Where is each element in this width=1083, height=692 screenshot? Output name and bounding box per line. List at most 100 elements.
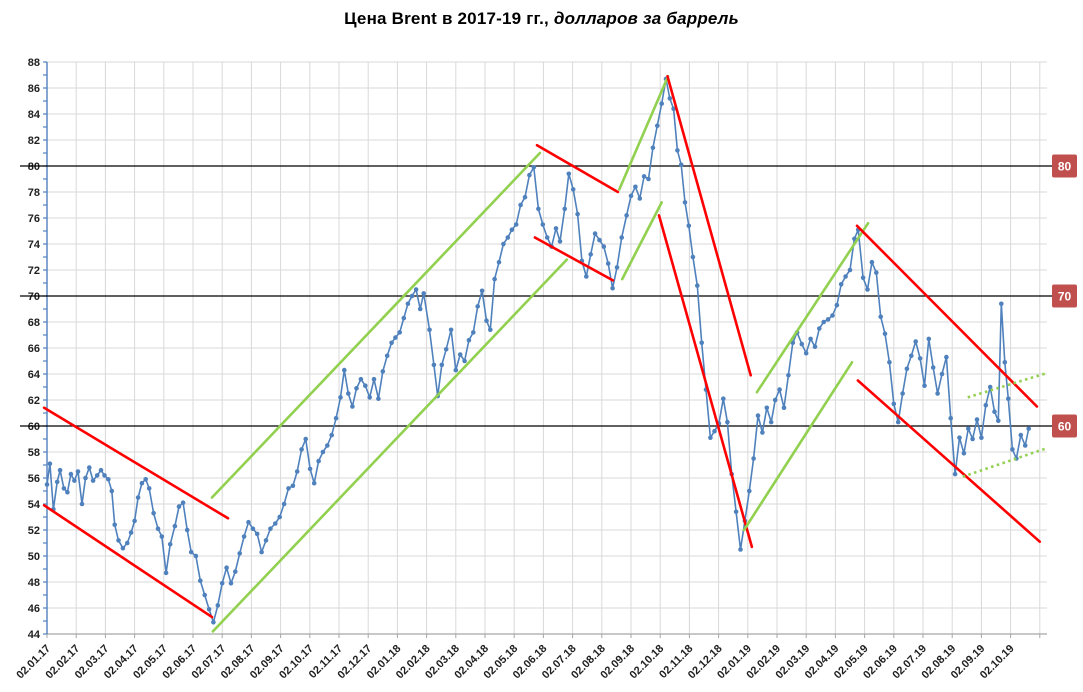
price-series-point [233,569,238,574]
y-axis-label: 46 [28,603,40,615]
y-axis-label: 82 [28,135,40,147]
price-series-point [350,404,355,409]
price-series-point [913,339,918,344]
price-series-point [421,291,427,296]
price-series-point [536,206,541,212]
price-series-point [513,222,519,227]
price-series-point [47,461,53,467]
price-series-point [610,285,615,291]
price-series-point [974,417,980,422]
price-series-point [241,534,247,539]
trend-line-uptrend-2019-upper [755,221,870,394]
price-series-point [83,475,88,481]
price-series-point [830,313,835,318]
price-series-point [755,413,761,418]
price-series-point [667,96,673,101]
price-series-point [843,274,848,279]
price-series-point [125,540,130,546]
price-series-point [708,435,713,441]
price-series-point [431,362,437,368]
price-series-point [518,202,523,208]
trend-line-downtrend-mid-2018-upper [535,143,620,194]
y-axis-label: 52 [28,525,40,537]
y-axis-label: 70 [28,291,40,303]
price-series-point [259,549,264,555]
price-series-point [904,366,910,372]
price-series-point [865,287,870,292]
price-series-point [384,353,390,359]
price-series-point [821,319,826,325]
price-series-point [389,340,394,346]
price-series-point [764,405,770,411]
price-series-point [895,419,901,425]
price-series-point [566,171,572,177]
price-series-point [544,235,550,240]
price-series-point [930,365,936,370]
price-series-point [79,501,85,507]
chart-title-main: Цена Brent в 2017-19 гг., [344,9,549,28]
price-series-point [237,551,242,556]
price-series-point [484,318,489,324]
trend-line-uptrend-2017-18-upper [210,151,542,499]
price-series-point [219,581,225,586]
price-series-point [751,456,756,461]
price-series-point [397,330,403,335]
price-series-point [527,172,532,178]
price-series-point [671,106,676,112]
trend-line-uptrend-autumn-2018-lower [620,201,664,281]
price-series-point [72,478,77,483]
price-series-point [151,510,156,516]
price-series-point [443,347,449,352]
price-series-point [68,471,74,477]
price-level-badge-80 [1052,154,1077,178]
price-series-point [159,534,165,539]
price-series-point [575,211,580,217]
price-series-point [699,340,704,346]
price-series-point [597,237,602,243]
y-axis-label: 60 [28,421,40,433]
price-series-point [944,354,949,360]
y-axis-label: 58 [28,447,40,459]
price-series-point [409,293,415,299]
price-series-point [803,350,809,356]
price-series-point [979,435,984,441]
price-series-point [501,241,506,247]
price-series-point [427,327,432,333]
price-series-point [601,244,607,249]
trend-line-crash-2018-lower [657,214,754,549]
price-series-point [926,336,932,342]
price-series-point [496,259,502,265]
price-series-point [1002,360,1008,365]
price-series-point [333,415,339,421]
price-series-point [75,469,81,474]
price-series-point [98,467,104,473]
price-series-point [90,478,96,483]
price-series-point [128,530,134,535]
price-series-point [405,301,411,307]
price-series-point [479,288,485,294]
price-series-point [488,327,493,333]
trend-line-channel-late-2019-lower [962,446,1048,478]
price-series-point [592,231,598,236]
price-series-point [812,344,818,350]
price-series-point [834,302,840,308]
price-series-point [874,270,879,275]
price-series-point [637,196,643,201]
price-series-point [176,504,182,509]
y-axis-label: 88 [28,57,40,69]
price-series-point [268,526,273,531]
price-series-point [224,565,229,570]
y-axis-label: 66 [28,343,40,355]
price-series-point [882,331,888,337]
price-series-point [320,449,326,455]
y-axis-label: 56 [28,473,40,485]
price-series-point [132,518,137,524]
price-series-point [492,276,497,282]
price-series-point [659,101,664,106]
price-series-point [376,396,381,402]
trend-line-channel-late-2019-upper [967,371,1049,399]
price-series-point [996,418,1001,424]
trend-line-uptrend-2019-lower [742,360,854,532]
price-series-point [712,428,717,434]
price-series-point [641,174,647,179]
